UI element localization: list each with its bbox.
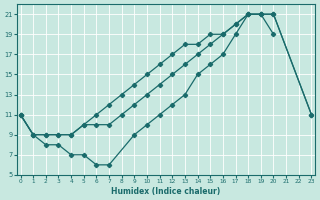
X-axis label: Humidex (Indice chaleur): Humidex (Indice chaleur) [111, 187, 220, 196]
